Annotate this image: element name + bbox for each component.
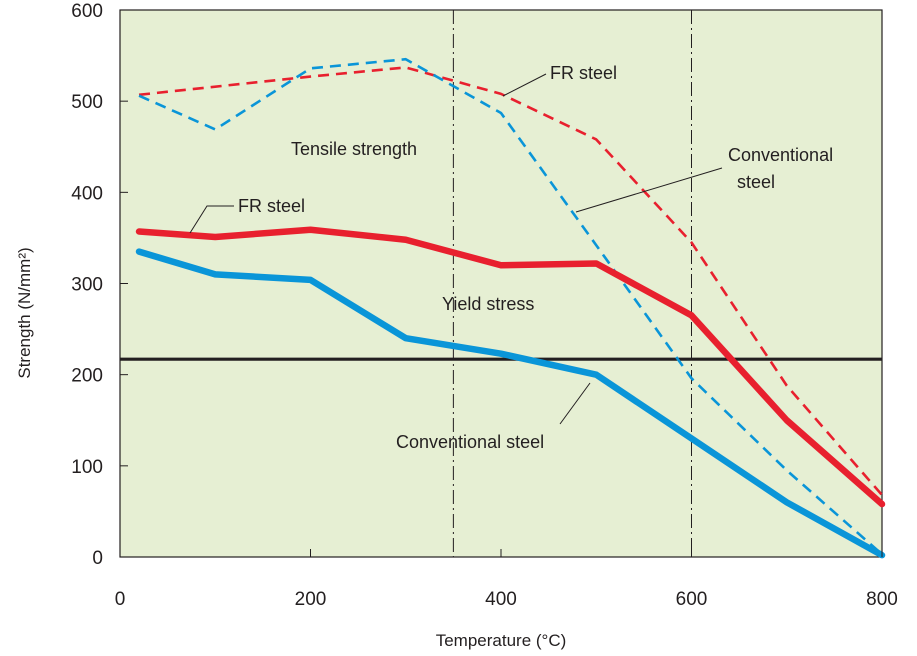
x-tick-label: 200: [295, 589, 327, 610]
series-line-yield-stress-fr-steel: [135, 226, 886, 508]
series-layer: [135, 57, 886, 559]
y-tick-label: 400: [71, 183, 103, 204]
reference-lines: [120, 10, 882, 557]
annotation-tensile-strength: Tensile strength: [291, 139, 417, 159]
annotation-conventional-tensile-line1: Conventional: [728, 145, 833, 165]
y-axis-title: Strength (N/mm²): [15, 247, 34, 378]
axes: Temperature (°C) Strength (N/mm²) 0 200 40…: [15, 1, 898, 650]
leader-conventional-yield: [559, 382, 591, 425]
annotation-fr-steel-yield: FR steel: [238, 196, 305, 216]
annotation-conventional-tensile-line2: steel: [737, 172, 775, 192]
annotation-conventional-yield: Conventional steel: [396, 432, 544, 452]
y-tick-label: 100: [71, 457, 103, 478]
y-tick-label: 0: [92, 548, 103, 569]
y-tick-label: 300: [71, 275, 103, 296]
x-tick-label: 400: [485, 589, 517, 610]
x-axis-title: Temperature (°C): [436, 631, 567, 650]
y-tick-label: 500: [71, 92, 103, 113]
leader-fr-steel-yield: [189, 205, 234, 234]
leader-fr-steel-tensile: [502, 73, 547, 97]
x-tick-label: 0: [115, 589, 126, 610]
series-line-tensile-strength-conventional-steel: [138, 57, 883, 556]
annotation-yield-stress: Yield stress: [442, 294, 534, 314]
series-line-yield-stress-conventional-steel: [135, 248, 886, 559]
leader-conventional-tensile: [575, 167, 723, 213]
x-tick-label: 800: [866, 589, 898, 610]
annotation-layer: FR steel Tensile strength Conventional s…: [189, 63, 833, 452]
y-tick-label: 600: [71, 1, 103, 22]
y-tick-label: 200: [71, 366, 103, 387]
plot-area: [119, 9, 883, 558]
x-tick-label: 600: [676, 589, 708, 610]
series-line-tensile-strength-fr-steel: [138, 66, 883, 496]
annotation-fr-steel-tensile: FR steel: [550, 63, 617, 83]
